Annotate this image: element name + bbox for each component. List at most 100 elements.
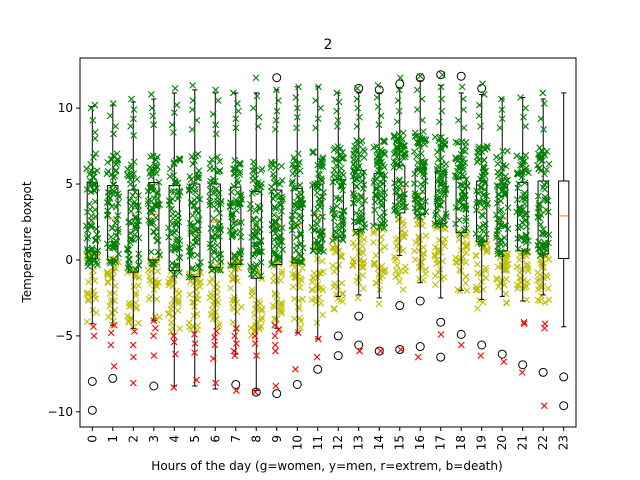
men-point bbox=[523, 296, 531, 304]
men-point bbox=[313, 319, 321, 327]
women-point bbox=[400, 150, 408, 157]
women-point bbox=[213, 205, 221, 213]
women-point bbox=[392, 205, 399, 213]
women-point bbox=[438, 95, 446, 103]
women-point bbox=[274, 236, 282, 244]
women-point bbox=[206, 159, 214, 167]
women-point bbox=[497, 206, 505, 214]
women-point bbox=[514, 224, 522, 232]
extreme-point bbox=[292, 365, 299, 373]
men-point bbox=[335, 261, 343, 269]
women-point bbox=[271, 125, 279, 133]
women-point bbox=[316, 171, 323, 179]
men-point bbox=[258, 307, 266, 315]
women-point bbox=[170, 160, 178, 168]
women-point bbox=[275, 194, 283, 201]
women-point bbox=[520, 113, 527, 121]
women-point bbox=[294, 193, 302, 200]
women-point bbox=[89, 116, 97, 124]
women-point bbox=[195, 216, 203, 223]
women-point bbox=[410, 148, 418, 155]
men-point bbox=[89, 267, 97, 274]
women-point bbox=[112, 232, 120, 239]
men-point bbox=[213, 280, 221, 288]
extreme-point bbox=[110, 362, 118, 370]
x-tick-label: 20 bbox=[495, 435, 509, 450]
extreme-point bbox=[90, 332, 98, 340]
extreme-point bbox=[170, 384, 178, 391]
men-point bbox=[482, 267, 490, 275]
men-point bbox=[292, 274, 300, 282]
women-point bbox=[334, 147, 342, 155]
women-points-hour-16 bbox=[410, 72, 430, 221]
box-hour-23 bbox=[558, 92, 570, 411]
women-point bbox=[234, 100, 241, 107]
women-point bbox=[187, 247, 195, 254]
x-tick-label: 3 bbox=[147, 435, 161, 443]
men-point bbox=[349, 239, 357, 247]
women-point bbox=[519, 205, 527, 213]
women-point bbox=[435, 193, 443, 201]
women-point bbox=[312, 124, 319, 132]
extreme-points-hour-3 bbox=[150, 317, 159, 360]
women-point bbox=[114, 225, 122, 233]
men-point bbox=[502, 290, 510, 298]
flier-point bbox=[313, 364, 323, 374]
women-point bbox=[172, 220, 179, 228]
women-point bbox=[167, 188, 175, 195]
women-point bbox=[390, 133, 398, 141]
women-point bbox=[127, 207, 135, 215]
men-point bbox=[513, 263, 521, 271]
women-point bbox=[375, 121, 383, 129]
women-point bbox=[472, 230, 480, 238]
men-point bbox=[456, 287, 464, 295]
extreme-point bbox=[170, 332, 178, 340]
women-point bbox=[332, 156, 340, 164]
women-point bbox=[292, 198, 300, 206]
women-point bbox=[317, 231, 324, 239]
men-point bbox=[474, 284, 482, 292]
extreme-point bbox=[130, 353, 137, 361]
women-point bbox=[481, 199, 488, 207]
flier-point bbox=[292, 379, 302, 389]
men-point bbox=[156, 313, 163, 321]
women-point bbox=[436, 118, 443, 126]
flier-point bbox=[436, 70, 446, 80]
women-point bbox=[391, 149, 399, 157]
men-point bbox=[420, 250, 428, 258]
men-point bbox=[84, 295, 92, 303]
women-point bbox=[474, 153, 481, 161]
women-point bbox=[522, 104, 530, 112]
women-point bbox=[232, 124, 240, 132]
women-point bbox=[254, 122, 262, 130]
men-point bbox=[229, 318, 237, 326]
women-point bbox=[496, 154, 504, 162]
extreme-point bbox=[107, 341, 115, 349]
men-point bbox=[309, 286, 316, 294]
women-point bbox=[340, 207, 348, 214]
women-point bbox=[397, 142, 405, 149]
women-point bbox=[297, 231, 305, 239]
women-point bbox=[433, 217, 441, 225]
flier-point bbox=[436, 317, 446, 327]
men-point bbox=[174, 307, 182, 314]
women-point bbox=[416, 143, 424, 150]
women-point bbox=[127, 229, 134, 237]
men-point bbox=[474, 305, 481, 312]
women-point bbox=[271, 179, 279, 187]
women-point bbox=[309, 247, 317, 254]
women-point bbox=[493, 234, 500, 241]
women-point bbox=[319, 155, 326, 163]
women-point bbox=[545, 160, 553, 168]
women-point bbox=[412, 192, 419, 200]
women-point bbox=[176, 155, 184, 163]
men-point bbox=[381, 243, 389, 251]
men-point bbox=[522, 284, 529, 292]
women-point bbox=[480, 156, 488, 164]
men-point bbox=[132, 289, 140, 297]
women-point bbox=[236, 200, 244, 208]
men-point bbox=[462, 279, 470, 287]
women-point bbox=[228, 210, 235, 218]
women-point bbox=[84, 247, 92, 255]
extreme-point bbox=[251, 340, 259, 347]
